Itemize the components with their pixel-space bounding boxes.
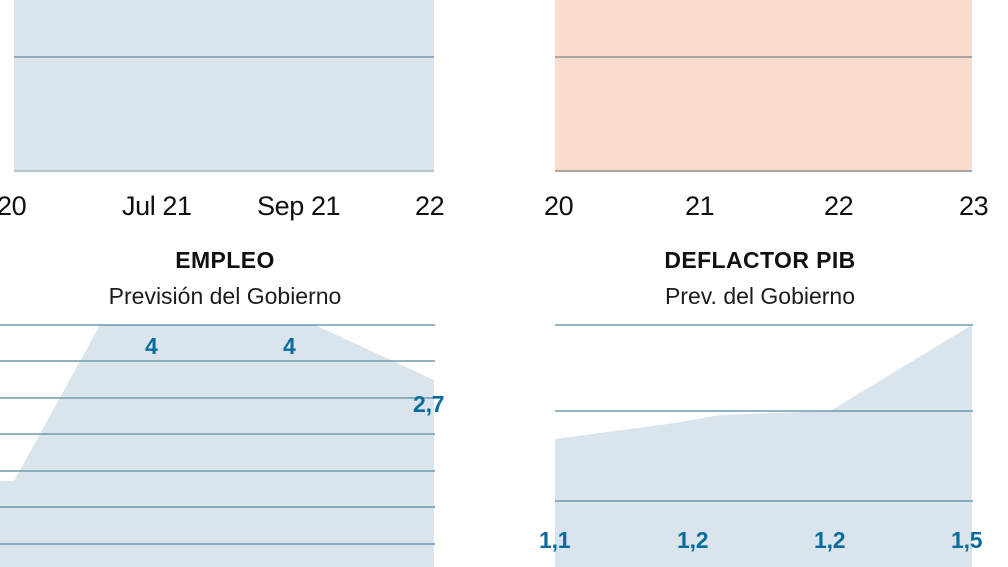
- top-left-gridline: [14, 56, 434, 58]
- empleo-gridlines: [0, 324, 435, 545]
- deflactor-gridlines: [555, 324, 973, 502]
- empleo-area-svg: [0, 324, 435, 567]
- deflactor-value-label-0: 1,1: [539, 527, 571, 553]
- top-left-axis-line: [14, 170, 434, 172]
- empleo-subtitle: Previsión del Gobierno: [108, 283, 342, 309]
- empleo-value-label-1: 4: [283, 333, 296, 359]
- empleo-title: EMPLEO: [175, 247, 275, 273]
- top-left-tick-0: 20: [0, 191, 27, 221]
- top-left-area-fill: [14, 0, 434, 172]
- deflactor-area-svg: [555, 324, 973, 567]
- empleo-value-label-2: 2,7: [413, 391, 445, 417]
- top-left-tick-2: Sep 21: [257, 191, 341, 221]
- top-right-tick-0: 20: [544, 191, 574, 221]
- top-right-tick-2: 22: [824, 191, 854, 221]
- deflactor-value-label-1: 1,2: [677, 527, 709, 553]
- top-right-tick-3: 23: [959, 191, 989, 221]
- top-right-gridline: [555, 56, 972, 58]
- empleo-value-label-0: 4: [145, 333, 158, 359]
- deflactor-title: DEFLACTOR PIB: [664, 247, 856, 273]
- top-right-tick-1: 21: [685, 191, 715, 221]
- deflactor-value-label-2: 1,2: [814, 527, 846, 553]
- top-left-chart-plot: [14, 0, 434, 172]
- deflactor-value-label-3: 1,5: [951, 527, 983, 553]
- top-left-tick-1: Jul 21: [122, 191, 192, 221]
- empleo-plot: 4 4 2,7: [0, 315, 445, 567]
- deflactor-plot: 1,1 1,2 1,2 1,5: [539, 315, 983, 567]
- deflactor-subtitle: Prev. del Gobierno: [664, 283, 856, 309]
- top-left-tick-3: 22: [415, 191, 445, 221]
- top-right-axis-line: [555, 170, 972, 172]
- top-right-x-axis: 20 21 22 23: [504, 188, 1008, 224]
- top-right-chart-plot: [555, 0, 972, 172]
- top-right-area-fill: [555, 0, 972, 172]
- top-left-x-axis: 20 Jul 21 Sep 21 22: [0, 188, 450, 224]
- deflactor-area-path: [555, 325, 972, 567]
